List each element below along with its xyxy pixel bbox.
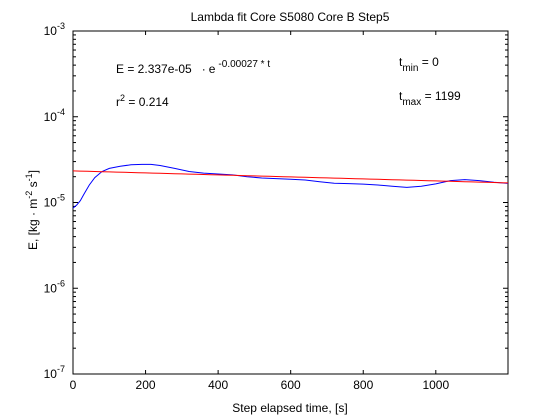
y-axis-label-base: E, [kg · m (26, 199, 40, 250)
equation-lhs: E = 2.337e-05 (116, 62, 192, 76)
y-tick-exp: -6 (57, 278, 65, 288)
y-tick-base: 10 (44, 110, 58, 124)
x-tick-label: 1000 (422, 378, 449, 392)
y-tick-exp: -4 (57, 107, 65, 117)
y-tick-base: 10 (44, 24, 58, 38)
x-tick-label: 600 (281, 378, 301, 392)
annotation-tmax: tmax = 1199 (399, 89, 461, 108)
x-tick-label: 400 (208, 378, 228, 392)
y-tick-exp: -5 (57, 193, 65, 203)
y-axis-label-end: ] (26, 170, 40, 173)
annotation-r2: r2 = 0.214 (116, 93, 169, 109)
data-lines (72, 163, 509, 209)
y-tick-exp: -7 (57, 364, 65, 374)
y-tick-label: 10-5 (44, 193, 65, 210)
x-axis-ticks: 0 200 400 600 800 1000 (70, 31, 449, 392)
annotation-tmin: tmin = 0 (399, 55, 439, 74)
fit-series-line (72, 170, 509, 184)
y-tick-label: 10-4 (44, 107, 65, 124)
tmin-base: t (399, 55, 403, 69)
r2-base: r (116, 95, 120, 109)
y-tick-base: 10 (44, 196, 58, 210)
equation-base: e (209, 62, 216, 76)
x-axis-label: Step elapsed time, [s] (232, 401, 347, 415)
tmin-sub: min (402, 63, 418, 74)
plot-area (72, 30, 509, 375)
tmax-rest: = 1199 (421, 89, 461, 103)
y-axis-label: E, [kg · m-2 s-1] (24, 170, 40, 250)
x-tick-label: 0 (70, 378, 77, 392)
tmin-rest: = 0 (418, 55, 439, 69)
y-tick-exp: -3 (57, 21, 65, 31)
equation-exp: -0.00027 * t (218, 59, 270, 70)
equation-dot: · (202, 62, 206, 76)
annotation-equation: E = 2.337e-05 · e -0.00027 * t (116, 59, 270, 76)
y-axis-label-exp2: -1 (24, 173, 34, 181)
y-tick-label: 10-7 (44, 364, 65, 381)
y-axis-label-mid: s (26, 181, 40, 190)
y-tick-base: 10 (44, 367, 58, 381)
chart-title: Lambda fit Core S5080 Core B Step5 (191, 10, 390, 24)
x-tick-label: 800 (353, 378, 373, 392)
y-axis-label-exp1: -2 (24, 191, 34, 199)
x-tick-label: 200 (136, 378, 156, 392)
tmax-base: t (399, 89, 403, 103)
r2-exp: 2 (120, 93, 125, 103)
y-tick-label: 10-3 (44, 21, 65, 38)
y-tick-base: 10 (44, 281, 58, 295)
r2-rest: = 0.214 (125, 95, 169, 109)
tmax-sub: max (402, 97, 421, 108)
y-tick-label: 10-6 (44, 278, 65, 295)
